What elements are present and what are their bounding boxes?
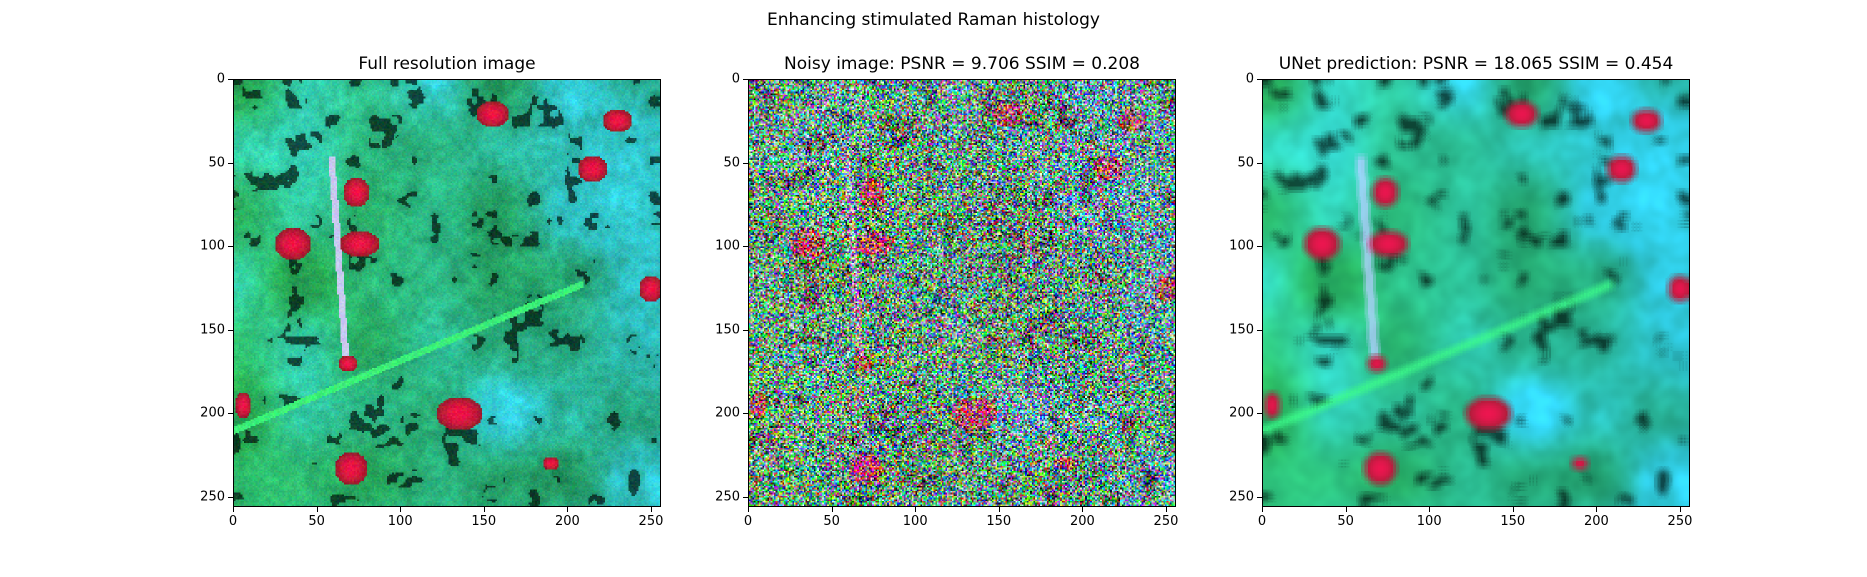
x-tick [316, 507, 318, 512]
x-tick [998, 507, 1000, 512]
y-tick [1257, 413, 1262, 415]
noisy-canvas [749, 80, 1175, 506]
x-tick [1512, 507, 1514, 512]
y-tick [228, 329, 233, 331]
x-tick-label: 100 [902, 514, 928, 529]
x-tick-label: 100 [387, 514, 413, 529]
x-tick [1262, 507, 1263, 512]
y-tick-label: 250 [200, 489, 225, 505]
x-tick-label: 50 [823, 514, 840, 529]
x-tick [567, 507, 569, 512]
y-tick [228, 246, 233, 248]
y-tick-label: 150 [715, 322, 740, 338]
y-tick [1257, 329, 1262, 331]
x-tick [483, 507, 485, 512]
x-tick-label: 250 [638, 514, 664, 529]
y-tick [1257, 246, 1262, 248]
unet-canvas [1263, 80, 1689, 506]
y-tick [1257, 162, 1262, 164]
x-tick-label: 150 [986, 514, 1012, 529]
y-tick-label: 0 [1245, 71, 1254, 87]
y-tick-label: 100 [200, 238, 225, 254]
y-tick-label: 200 [200, 405, 225, 421]
x-tick-label: 0 [743, 514, 753, 529]
x-tick [1596, 507, 1598, 512]
x-tick [748, 507, 749, 512]
x-tick [1345, 507, 1347, 512]
x-tick-label: 0 [228, 514, 238, 529]
x-tick-label: 50 [308, 514, 325, 529]
x-tick-label: 100 [1416, 514, 1442, 529]
y-tick-label: 250 [715, 489, 740, 505]
y-tick-label: 150 [200, 322, 225, 338]
y-tick-label: 0 [731, 71, 740, 87]
x-tick [650, 507, 652, 512]
x-tick [233, 507, 234, 512]
panel-title-noisy: Noisy image: PSNR = 9.706 SSIM = 0.208 [784, 54, 1140, 74]
x-tick-label: 250 [1667, 514, 1693, 529]
y-tick [1257, 79, 1262, 80]
panel-title-full: Full resolution image [358, 54, 536, 74]
y-tick [1257, 496, 1262, 498]
x-tick-label: 200 [1069, 514, 1095, 529]
y-tick-label: 150 [1229, 322, 1254, 338]
x-tick-label: 150 [471, 514, 497, 529]
x-tick-label: 200 [1583, 514, 1609, 529]
x-tick-label: 150 [1500, 514, 1526, 529]
y-tick [743, 162, 748, 164]
y-tick-label: 200 [1229, 405, 1254, 421]
x-tick-label: 0 [1257, 514, 1267, 529]
y-tick-label: 50 [208, 155, 225, 171]
figure-title: Enhancing stimulated Raman histology [767, 10, 1100, 30]
noisy-image [748, 79, 1176, 507]
y-tick [743, 329, 748, 331]
x-tick [400, 507, 402, 512]
x-tick-label: 50 [1337, 514, 1354, 529]
y-tick [743, 246, 748, 248]
panel-title-unet: UNet prediction: PSNR = 18.065 SSIM = 0.… [1278, 54, 1674, 74]
y-tick-label: 0 [216, 71, 225, 87]
full-resolution-image [233, 79, 661, 507]
x-tick [1679, 507, 1681, 512]
x-tick [1082, 507, 1084, 512]
y-tick [228, 162, 233, 164]
x-tick [915, 507, 917, 512]
y-tick [228, 79, 233, 80]
x-tick-label: 250 [1153, 514, 1179, 529]
y-tick [228, 496, 233, 498]
full-resolution-canvas [234, 80, 660, 506]
x-tick [1429, 507, 1431, 512]
x-tick [1165, 507, 1167, 512]
y-tick [743, 496, 748, 498]
y-tick [743, 79, 748, 80]
y-tick-label: 200 [715, 405, 740, 421]
y-tick [228, 413, 233, 415]
y-tick-label: 50 [723, 155, 740, 171]
y-tick-label: 250 [1229, 489, 1254, 505]
y-tick-label: 100 [715, 238, 740, 254]
y-tick [743, 413, 748, 415]
y-tick-label: 50 [1237, 155, 1254, 171]
x-tick [831, 507, 833, 512]
y-tick-label: 100 [1229, 238, 1254, 254]
x-tick-label: 200 [554, 514, 580, 529]
unet-prediction-image [1262, 79, 1690, 507]
